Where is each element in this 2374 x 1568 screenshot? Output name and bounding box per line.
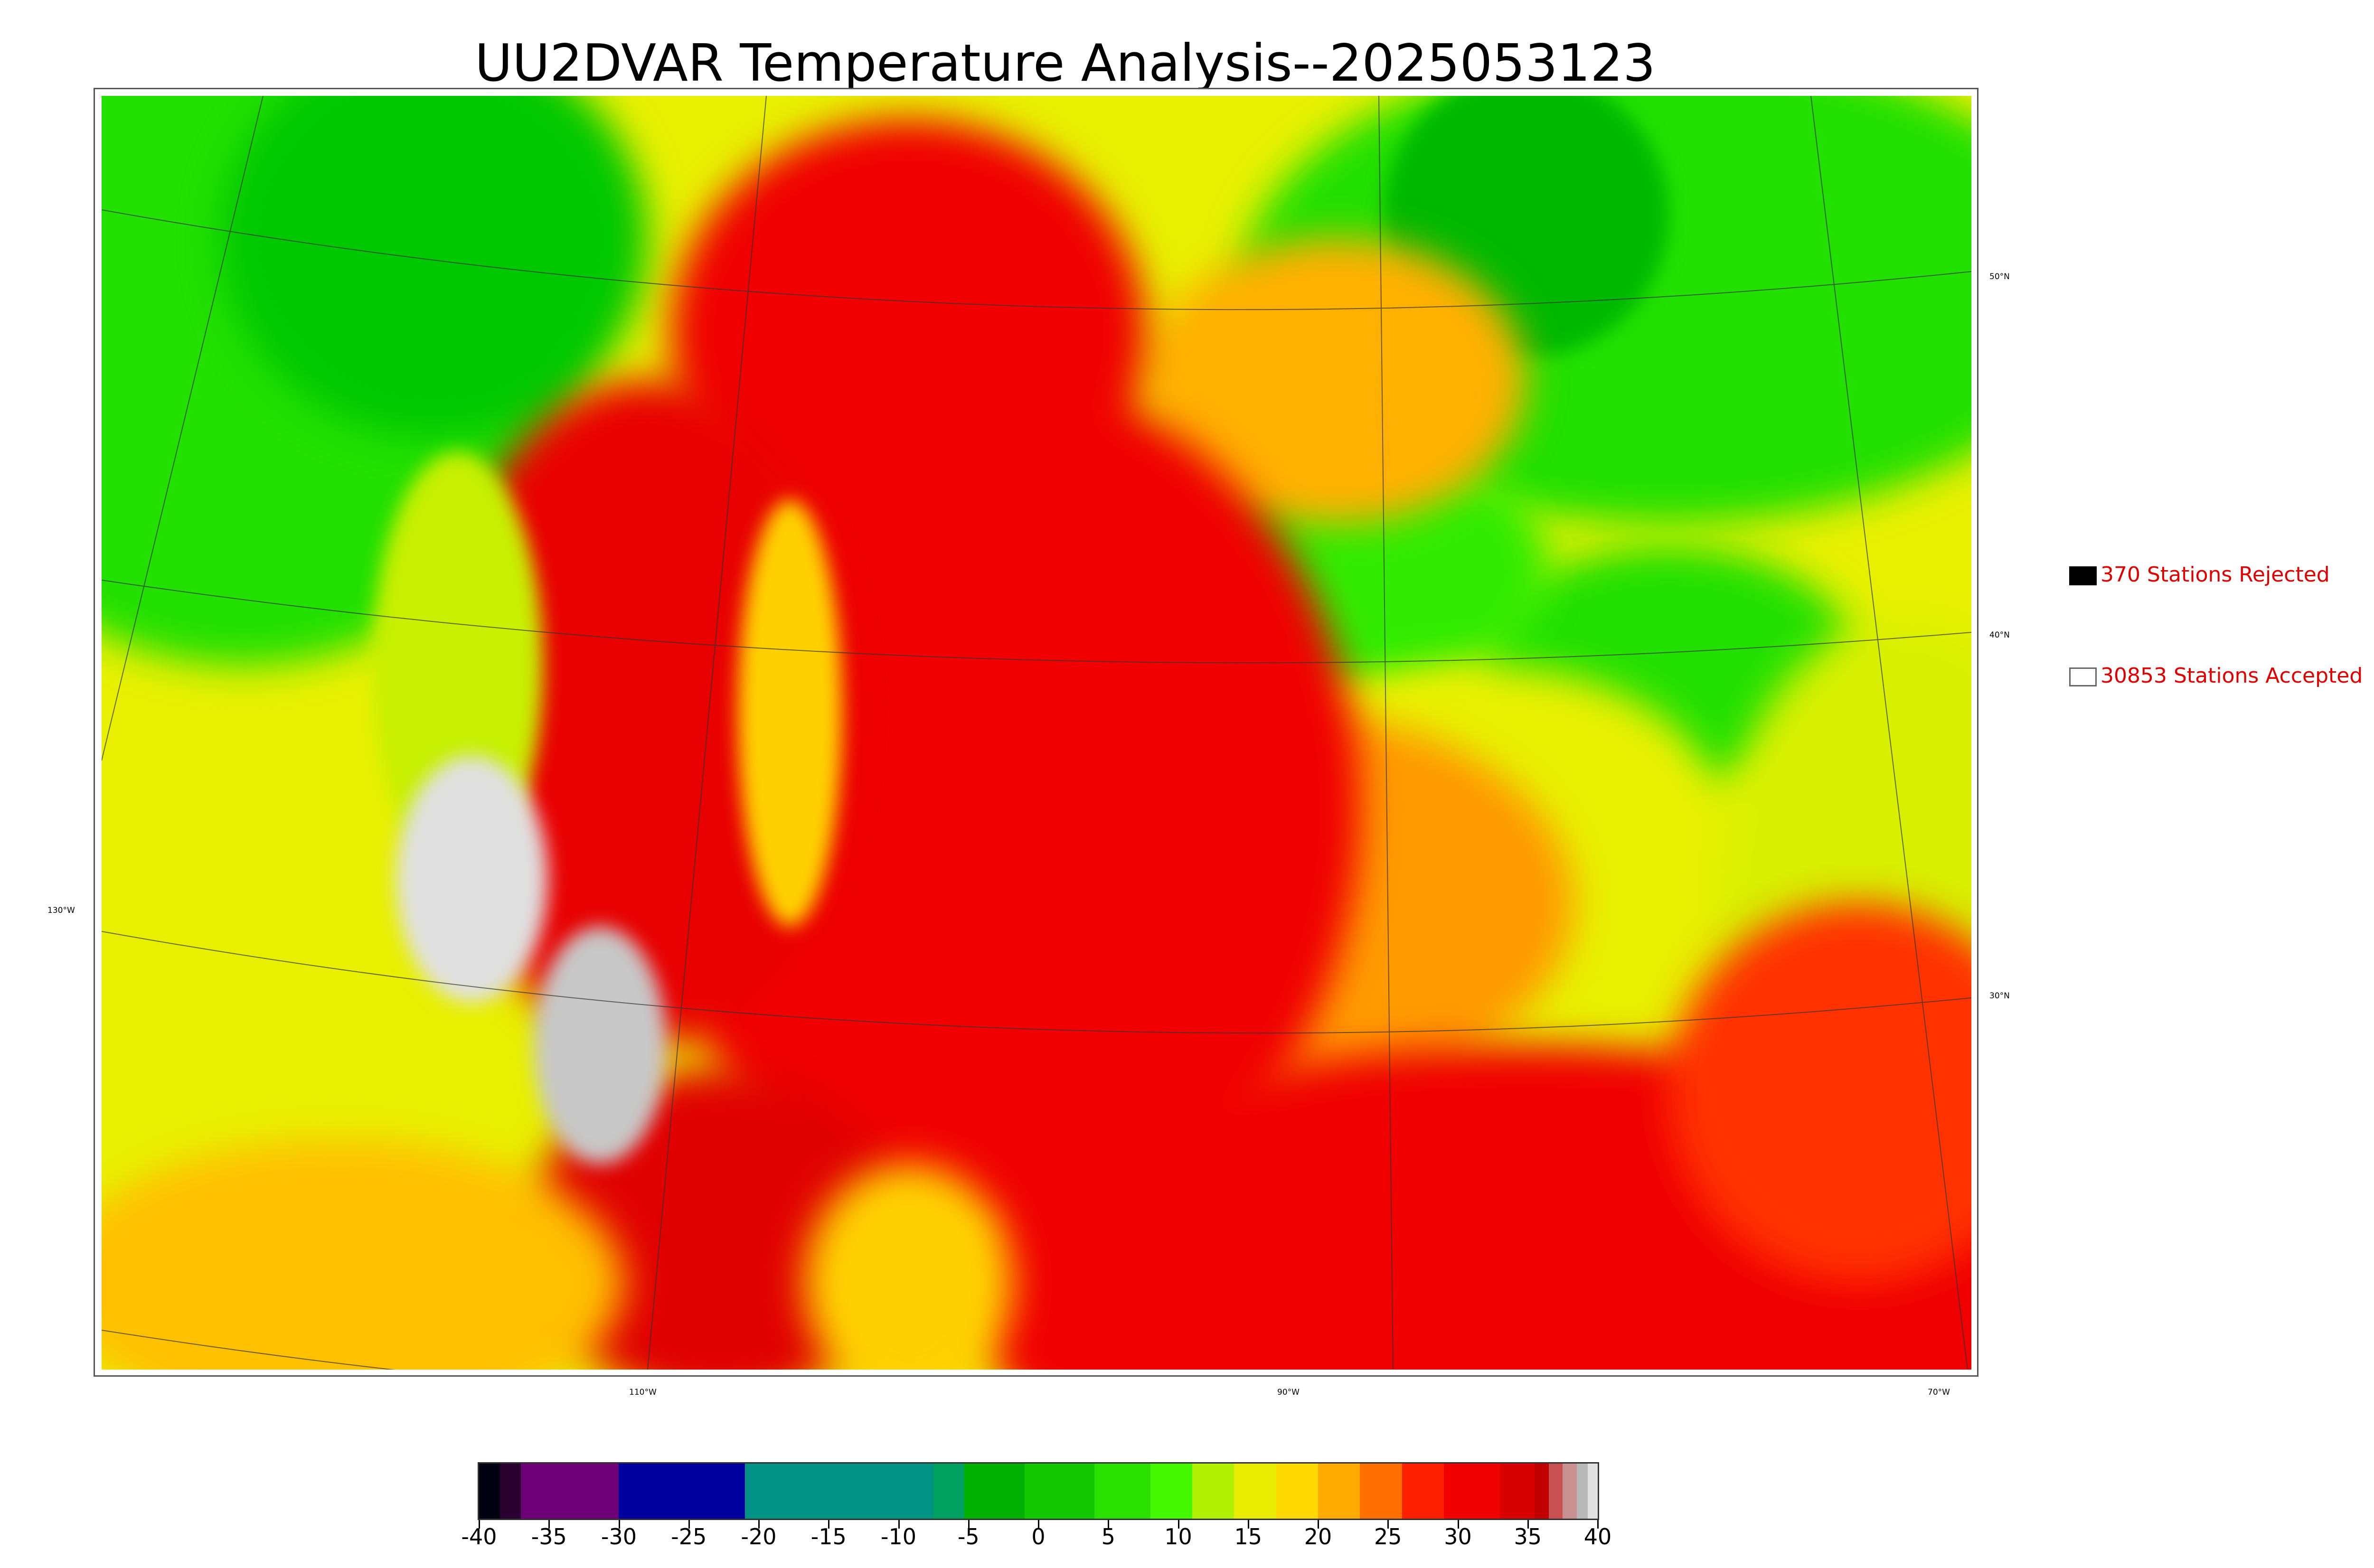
lat-40-label: 40°N [1989, 630, 2010, 640]
colorbar-segment [1588, 1464, 1598, 1519]
colorbar-tick [758, 1520, 760, 1529]
colorbar-segment [1535, 1464, 1549, 1519]
colorbar-tick [1178, 1520, 1179, 1529]
lat-50-label: 50°N [1989, 272, 2010, 282]
colorbar-segment [1192, 1464, 1234, 1519]
colorbar-tick [1318, 1520, 1319, 1529]
colorbar-segment [1318, 1464, 1360, 1519]
colorbar-tick [688, 1520, 690, 1529]
colorbar-tick [898, 1520, 900, 1529]
temperature-map[interactable]: 50°N 40°N 30°N 130°W 110°W 90°W 70°W [47, 88, 2010, 1397]
lat-30-label: 30°N [1989, 991, 2010, 1001]
colorbar-tick-label: -15 [810, 1524, 847, 1549]
colorbar-segment [1576, 1464, 1588, 1519]
colorbar-segment [521, 1464, 619, 1519]
colorbar-tick [828, 1520, 830, 1529]
colorbar-tick [618, 1520, 620, 1529]
map-title: UU2DVAR Temperature Analysis--2025053123 [475, 34, 1656, 93]
colorbar-segment [1499, 1464, 1535, 1519]
colorbar-segment [1276, 1464, 1318, 1519]
colorbar-segment [1024, 1464, 1094, 1519]
colorbar-tick-label: 10 [1164, 1524, 1192, 1549]
colorbar-segment [1150, 1464, 1192, 1519]
colorbar-tick [968, 1520, 970, 1529]
accepted-swatch [2069, 667, 2097, 686]
legend-rejected: 370 Stations Rejected [2069, 563, 2330, 587]
colorbar-segment [479, 1464, 500, 1519]
colorbar-tick-label: 20 [1304, 1524, 1332, 1549]
colorbar-segment [619, 1464, 745, 1519]
colorbar-tick-label: -10 [880, 1524, 917, 1549]
colorbar-segment [1548, 1464, 1563, 1519]
colorbar-tick [548, 1520, 550, 1529]
colorbar-tick-label: -30 [601, 1524, 637, 1549]
colorbar-tick-label: -35 [531, 1524, 567, 1549]
colorbar-segment [964, 1464, 1025, 1519]
colorbar-tick [1247, 1520, 1249, 1529]
lon-130-label: 130°W [47, 906, 75, 915]
colorbar-tick-label: 25 [1374, 1524, 1402, 1549]
colorbar-segment [933, 1464, 964, 1519]
colorbar-tick-label: 15 [1234, 1524, 1262, 1549]
colorbar-tick-label: 30 [1444, 1524, 1472, 1549]
colorbar-tick-label: -25 [671, 1524, 707, 1549]
colorbar-segment [1443, 1464, 1500, 1519]
colorbar-segment [1094, 1464, 1150, 1519]
colorbar-tick [1457, 1520, 1459, 1529]
colorbar-tick-label: 35 [1514, 1524, 1542, 1549]
colorbar-tick-label: -20 [741, 1524, 777, 1549]
colorbar-tick [1527, 1520, 1529, 1529]
colorbar-tick [1108, 1520, 1110, 1529]
colorbar-tick [1038, 1520, 1039, 1529]
colorbar-tick [1597, 1520, 1599, 1529]
colorbar-segment [1563, 1464, 1577, 1519]
rejected-label: 370 Stations Rejected [2101, 563, 2330, 587]
colorbar-tick-label: 0 [1031, 1524, 1046, 1549]
temperature-colorbar [478, 1462, 1599, 1520]
colorbar-tick [479, 1520, 480, 1529]
colorbar-tick [1387, 1520, 1389, 1529]
lon-70-label: 70°W [1928, 1388, 1950, 1397]
colorbar-tick-label: -5 [957, 1524, 980, 1549]
temperature-field [102, 96, 1971, 1370]
accepted-label: 30853 Stations Accepted [2101, 664, 2363, 688]
colorbar-segment [500, 1464, 521, 1519]
colorbar-segment [1360, 1464, 1402, 1519]
colorbar-tick-label: 40 [1583, 1524, 1612, 1549]
colorbar-segment [1234, 1464, 1276, 1519]
lon-90-label: 90°W [1277, 1388, 1300, 1397]
colorbar-tick-label: 5 [1101, 1524, 1115, 1549]
lon-110-label: 110°W [629, 1388, 657, 1397]
colorbar-tick-label: -40 [461, 1524, 497, 1549]
colorbar-segment [1402, 1464, 1444, 1519]
legend-accepted: 30853 Stations Accepted [2069, 664, 2363, 688]
colorbar-segment [744, 1464, 934, 1519]
rejected-swatch [2069, 566, 2097, 585]
